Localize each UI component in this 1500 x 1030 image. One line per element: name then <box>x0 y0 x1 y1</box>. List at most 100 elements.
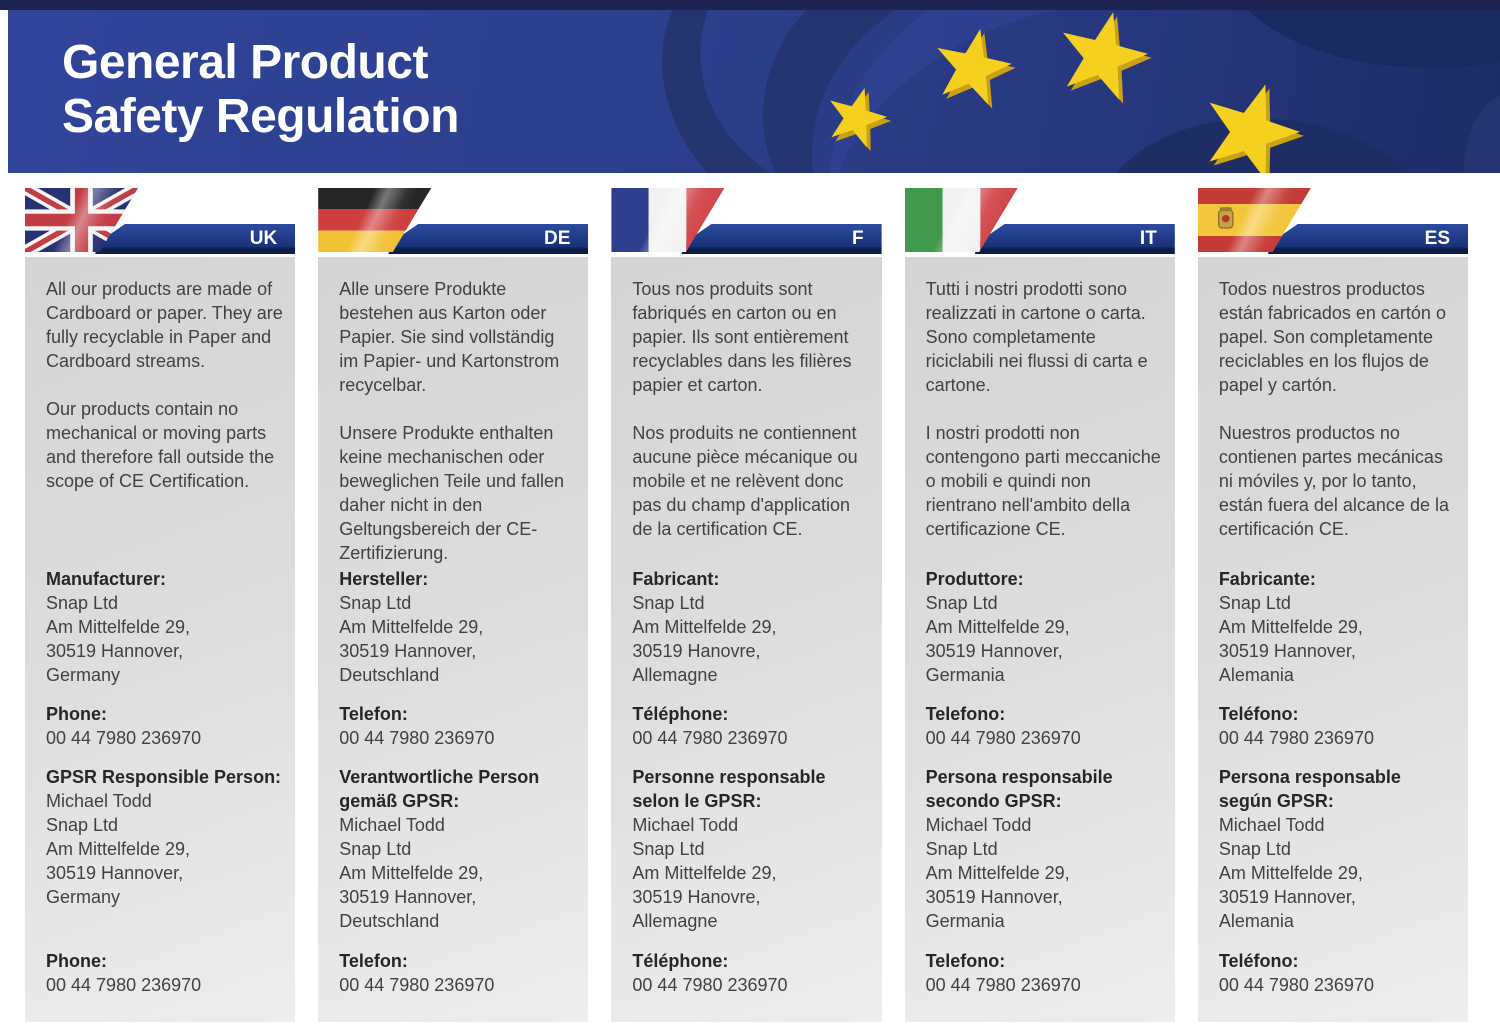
gpsr-street: Am Mittelfelde 29, <box>925 863 1070 883</box>
gpsr-city: 30519 Hannover, <box>1218 887 1356 907</box>
info-panel-fr: Tous nos produits sont fabriqués en cart… <box>611 257 882 1022</box>
manufacturer-label: Produttore: <box>925 569 1024 589</box>
gpsr-phone-section: Téléphone: 00 44 7980 236970 <box>632 949 869 997</box>
gpsr-country: Germania <box>925 911 1005 931</box>
column-uk: UK All our products are made of Cardboar… <box>25 188 296 1022</box>
gpsr-phone-section: Phone: 00 44 7980 236970 <box>46 949 283 997</box>
gpsr-phone-label: Teléfono: <box>1218 951 1299 971</box>
manufacturer-section: Produttore: Snap Ltd Am Mittelfelde 29, … <box>926 567 1163 687</box>
manufacturer-city: 30519 Hannover, <box>1218 641 1356 661</box>
manufacturer-country: Germania <box>925 665 1005 685</box>
manufacturer-city: 30519 Hannover, <box>339 641 477 661</box>
manufacturer-name: Snap Ltd <box>339 593 412 613</box>
ce-scope-text: Nuestros productos no contienen partes m… <box>1218 423 1449 539</box>
info-panel-uk: All our products are made of Cardboard o… <box>25 257 296 1022</box>
phone-section: Telefon: 00 44 7980 236970 <box>339 702 576 750</box>
language-banner: ES <box>1267 224 1469 254</box>
gpsr-label: Persona responsable según GPSR: <box>1218 767 1401 811</box>
gpsr-phone-number: 00 44 7980 236970 <box>925 975 1081 995</box>
gpsr-section: Persona responsabile secondo GPSR: Micha… <box>926 765 1163 933</box>
manufacturer-city: 30519 Hannover, <box>46 641 184 661</box>
gpsr-section: Personne responsable selon le GPSR: Mich… <box>632 765 869 933</box>
gpsr-phone-label: Telefono: <box>925 951 1006 971</box>
eu-flag-stars-art <box>662 10 1500 173</box>
language-code: UK <box>249 228 278 249</box>
language-columns: UK All our products are made of Cardboar… <box>0 188 1500 1022</box>
gpsr-label: Verantwortliche Person gemäß GPSR: <box>339 767 540 811</box>
manufacturer-name: Snap Ltd <box>925 593 998 613</box>
gpsr-phone-label: Phone: <box>46 951 107 971</box>
gpsr-company: Snap Ltd <box>632 839 705 859</box>
language-banner: DE <box>388 224 589 254</box>
language-banner: UK <box>95 224 296 254</box>
gpsr-section: GPSR Responsible Person: Michael Todd Sn… <box>46 765 283 909</box>
phone-number: 00 44 7980 236970 <box>339 728 495 748</box>
gpsr-phone-number: 00 44 7980 236970 <box>46 975 202 995</box>
phone-section: Telefono: 00 44 7980 236970 <box>926 702 1163 750</box>
recyclability-text: All our products are made of Cardboard o… <box>46 279 283 371</box>
manufacturer-street: Am Mittelfelde 29, <box>339 617 484 637</box>
manufacturer-section: Manufacturer: Snap Ltd Am Mittelfelde 29… <box>46 567 283 687</box>
language-banner: F <box>681 224 882 254</box>
recyclability-text: Tous nos produits sont fabriqués en cart… <box>632 279 852 395</box>
manufacturer-name: Snap Ltd <box>46 593 119 613</box>
info-panel-it: Tutti i nostri prodotti sono realizzati … <box>904 257 1175 1022</box>
gpsr-section: Persona responsable según GPSR: Michael … <box>1219 765 1456 933</box>
gpsr-phone-label: Téléphone: <box>632 951 729 971</box>
phone-number: 00 44 7980 236970 <box>632 728 788 748</box>
manufacturer-street: Am Mittelfelde 29, <box>1218 617 1363 637</box>
column-uk-header: UK <box>25 188 296 254</box>
phone-label: Telefon: <box>339 704 408 724</box>
language-code: F <box>852 228 864 249</box>
manufacturer-street: Am Mittelfelde 29, <box>925 617 1070 637</box>
column-it: IT Tutti i nostri prodotti sono realizza… <box>904 188 1175 1022</box>
column-es-header: ES <box>1197 188 1469 254</box>
page-header: General Product Safety Regulation <box>8 10 1500 173</box>
gpsr-phone-number: 00 44 7980 236970 <box>632 975 788 995</box>
phone-label: Telefono: <box>925 704 1006 724</box>
gpsr-company: Snap Ltd <box>925 839 998 859</box>
gpsr-label: GPSR Responsible Person: <box>46 767 282 787</box>
manufacturer-label: Fabricante: <box>1218 569 1316 589</box>
gpsr-country: Alemania <box>1218 911 1294 931</box>
gpsr-city: 30519 Hanovre, <box>632 887 761 907</box>
language-code: ES <box>1424 228 1451 249</box>
gpsr-company: Snap Ltd <box>1218 839 1291 859</box>
manufacturer-country: Germany <box>46 665 121 685</box>
phone-label: Teléfono: <box>1218 704 1299 724</box>
gpsr-phone-number: 00 44 7980 236970 <box>339 975 495 995</box>
page-title-line1: General Product <box>62 36 428 89</box>
manufacturer-label: Fabricant: <box>632 569 720 589</box>
page-title-line2: Safety Regulation <box>62 89 459 143</box>
phone-number: 00 44 7980 236970 <box>1218 728 1374 748</box>
gpsr-country: Deutschland <box>339 911 440 931</box>
manufacturer-label: Hersteller: <box>339 569 429 589</box>
gpsr-section: Verantwortliche Person gemäß GPSR: Micha… <box>339 765 576 933</box>
manufacturer-section: Fabricant: Snap Ltd Am Mittelfelde 29, 3… <box>632 567 869 687</box>
info-panel-es: Todos nuestros productos están fabricado… <box>1197 257 1469 1022</box>
gpsr-phone-number: 00 44 7980 236970 <box>1218 975 1374 995</box>
italy-flag-icon <box>904 188 1018 252</box>
phone-label: Téléphone: <box>632 704 729 724</box>
manufacturer-label: Manufacturer: <box>46 569 167 589</box>
gpsr-street: Am Mittelfelde 29, <box>46 839 191 859</box>
info-panel-de: Alle unsere Produkte bestehen aus Karton… <box>318 257 589 1022</box>
column-fr: F Tous nos produits sont fabriqués en ca… <box>611 188 882 1022</box>
gpsr-street: Am Mittelfelde 29, <box>339 863 484 883</box>
recyclability-text: Todos nuestros productos están fabricado… <box>1218 279 1446 395</box>
ce-scope-text: Nos produits ne contiennent aucune pièce… <box>632 423 858 539</box>
phone-number: 00 44 7980 236970 <box>925 728 1081 748</box>
manufacturer-name: Snap Ltd <box>1218 593 1291 613</box>
gpsr-street: Am Mittelfelde 29, <box>1218 863 1363 883</box>
gpsr-country: Allemagne <box>632 911 718 931</box>
ce-scope-text: I nostri prodotti non contengono parti m… <box>925 423 1161 539</box>
gpsr-phone-section: Telefono: 00 44 7980 236970 <box>926 949 1163 997</box>
column-de-header: DE <box>318 188 589 254</box>
gpsr-city: 30519 Hannover, <box>339 887 477 907</box>
ce-scope-text: Our products contain no mechanical or mo… <box>46 399 275 491</box>
language-code: DE <box>544 228 571 249</box>
ce-scope-text: Unsere Produkte enthalten keine mechanis… <box>339 423 565 563</box>
gpsr-label: Persona responsabile secondo GPSR: <box>925 767 1113 811</box>
gpsr-company: Snap Ltd <box>339 839 412 859</box>
